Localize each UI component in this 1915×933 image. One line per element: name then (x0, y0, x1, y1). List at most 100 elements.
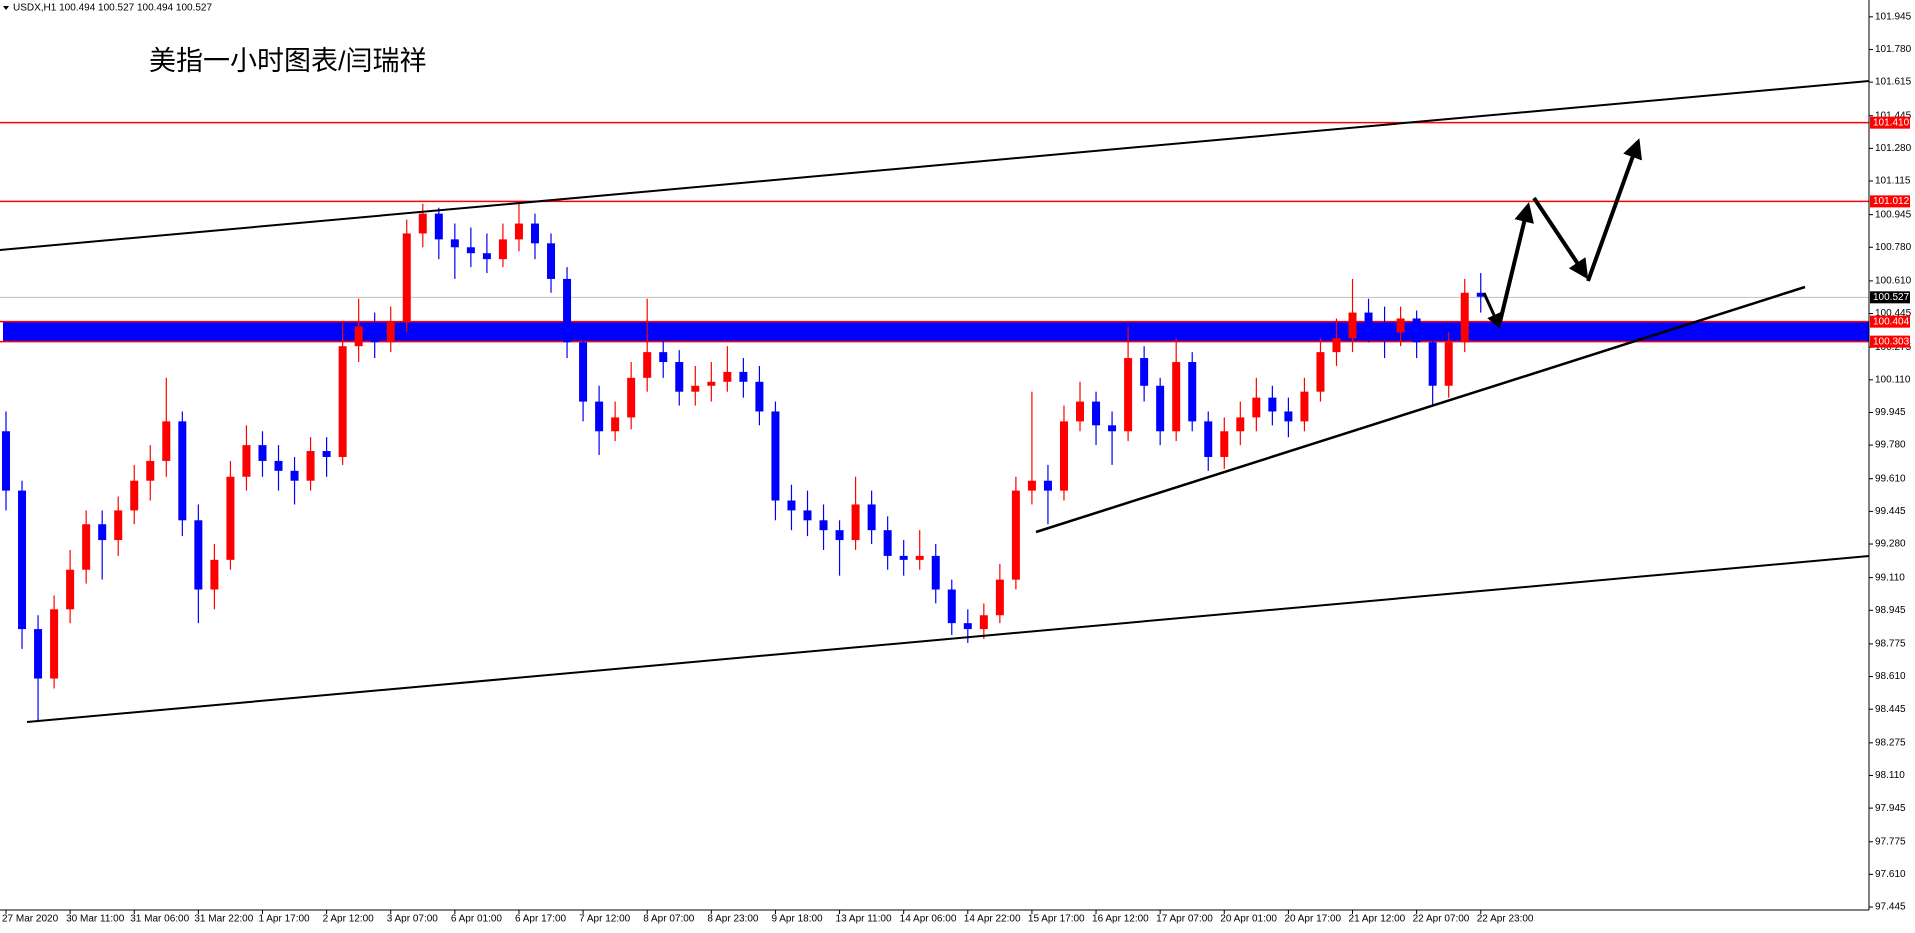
candle-body (1220, 431, 1229, 457)
candle-body (723, 371, 732, 382)
candle-body (434, 213, 443, 240)
x-tick-label: 8 Apr 23:00 (707, 914, 759, 925)
candle-body (1476, 292, 1485, 297)
candle-body (659, 352, 668, 363)
candle-body (1300, 391, 1309, 422)
candle-body (1412, 318, 1421, 343)
candle-body (627, 377, 636, 418)
y-tick-label: 101.445 (1875, 110, 1912, 121)
x-tick-label: 6 Apr 17:00 (515, 914, 567, 925)
candle-body (1316, 352, 1325, 392)
x-tick-label: 13 Apr 11:00 (836, 914, 892, 925)
candle-body (675, 362, 684, 392)
candle-body (1268, 397, 1277, 412)
candle-body (643, 352, 652, 378)
candle-body (66, 569, 75, 610)
candle-body (1027, 480, 1036, 491)
candle-body (1011, 490, 1020, 580)
y-tick-label: 97.445 (1875, 902, 1906, 913)
candle-body (130, 480, 139, 511)
candle-body (1284, 411, 1293, 422)
level-tag (1870, 116, 1910, 129)
arrow (1498, 202, 1534, 323)
candle-body (1236, 417, 1245, 432)
candle-body (835, 530, 844, 541)
y-tick-label: 97.945 (1875, 803, 1906, 814)
candle-body (18, 490, 27, 630)
candle-body (1059, 421, 1068, 491)
y-tick-label: 99.945 (1875, 407, 1906, 418)
candle-body (162, 421, 171, 461)
x-tick-label: 2 Apr 12:00 (323, 914, 375, 925)
y-tick-label: 98.110 (1875, 770, 1905, 781)
y-tick-label: 99.780 (1875, 440, 1906, 451)
candle-body (1396, 318, 1405, 333)
candle-body (450, 239, 459, 248)
arrow (1482, 292, 1501, 329)
level-label: 101.410 (1873, 117, 1910, 128)
arrow (1532, 196, 1589, 280)
x-tick-label: 15 Apr 17:00 (1028, 914, 1085, 925)
candle-body (1043, 480, 1052, 491)
y-tick-label: 99.445 (1875, 506, 1906, 517)
x-tick-label: 3 Apr 07:00 (387, 914, 439, 925)
x-tick-label: 27 Mar 2020 (2, 914, 59, 925)
level-tag (1870, 315, 1910, 328)
candle-body (258, 445, 267, 461)
header: USDX,H1 100.494 100.527 100.494 100.527 (13, 3, 212, 14)
candle-body (242, 445, 251, 477)
x-tick-label: 9 Apr 18:00 (771, 914, 823, 925)
candle-body (1348, 312, 1357, 339)
candle-body (867, 504, 876, 531)
candle-body (386, 322, 395, 343)
candle-body (194, 520, 203, 590)
x-tick-label: 30 Mar 11:00 (66, 914, 125, 925)
candle-body (1188, 362, 1197, 422)
y-tick-label: 100.945 (1875, 209, 1912, 220)
candle-body (563, 278, 572, 343)
x-tick-label: 14 Apr 22:00 (964, 914, 1021, 925)
candle-body (2, 431, 10, 491)
candle-body (1140, 358, 1149, 386)
candle-body (226, 476, 235, 560)
candle-body (915, 555, 924, 560)
y-tick-label: 98.445 (1875, 704, 1906, 715)
y-tick-label: 101.615 (1875, 77, 1912, 88)
candle-body (1380, 322, 1389, 333)
level-tag (1870, 335, 1910, 348)
candle-body (851, 504, 860, 541)
x-tick-label: 22 Apr 23:00 (1477, 914, 1534, 925)
x-tick-label: 16 Apr 12:00 (1092, 914, 1149, 925)
candle-body (402, 233, 411, 323)
candle-body (1204, 421, 1213, 457)
candle-body (274, 460, 283, 471)
y-tick-label: 101.945 (1875, 11, 1912, 22)
x-tick-label: 20 Apr 01:00 (1220, 914, 1277, 925)
level-tag (1870, 195, 1910, 208)
candle-body (1444, 342, 1453, 386)
candle-body (995, 579, 1004, 616)
x-tick-label: 22 Apr 07:00 (1413, 914, 1470, 925)
channel-upper (0, 80, 1870, 251)
candle-body (1460, 292, 1469, 343)
y-tick-label: 101.780 (1875, 44, 1912, 55)
x-tick-label: 31 Mar 22:00 (194, 914, 253, 925)
candle-body (1156, 385, 1165, 432)
candle-body (547, 243, 556, 279)
candle-body (178, 421, 187, 521)
candle-body (899, 555, 908, 560)
x-tick-label: 21 Apr 12:00 (1349, 914, 1406, 925)
candle-body (803, 510, 812, 521)
candle-body (498, 239, 507, 260)
zone (3, 321, 1869, 342)
chart-title: 美指一小时图表/闫瑞祥 (149, 46, 427, 76)
candle-body (819, 520, 828, 531)
candle-body (514, 223, 523, 240)
candle-body (947, 589, 956, 624)
candle-body (34, 629, 43, 679)
y-tick-label: 98.775 (1875, 639, 1906, 650)
candle-body (530, 223, 539, 244)
menu-icon[interactable] (3, 6, 9, 10)
y-tick-label: 101.280 (1875, 143, 1912, 154)
y-tick-label: 101.115 (1875, 176, 1911, 187)
